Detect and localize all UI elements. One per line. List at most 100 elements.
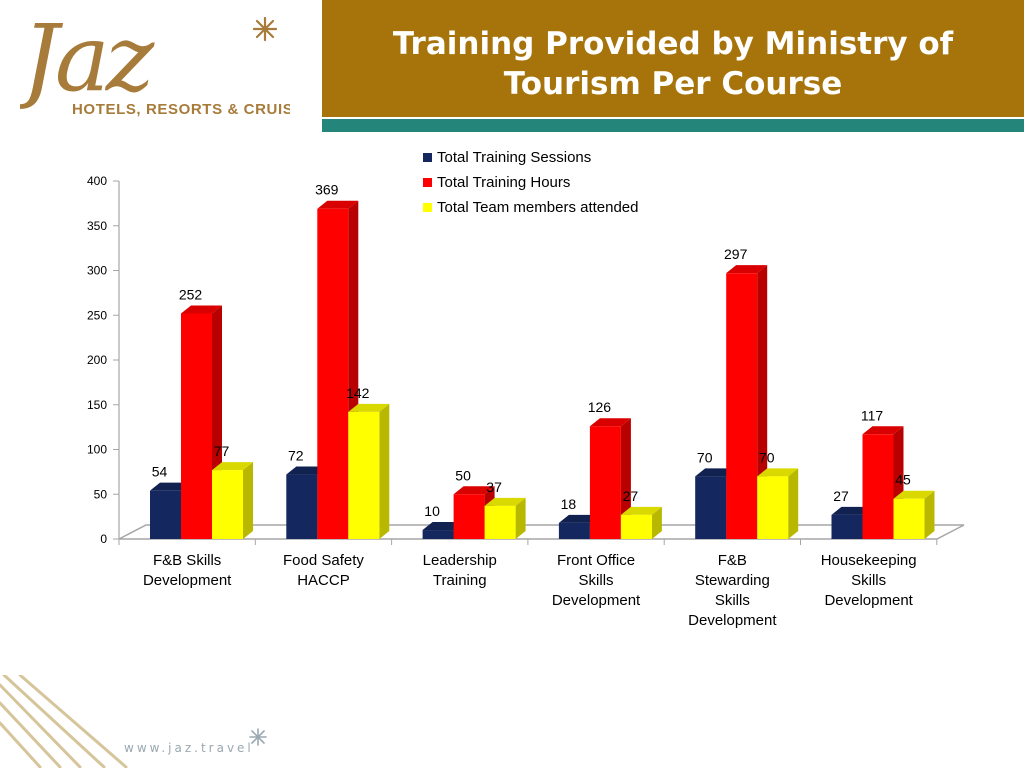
y-tick-label: 0 xyxy=(100,532,107,546)
data-label: 117 xyxy=(861,407,884,423)
bar-front-face xyxy=(558,522,590,539)
bar-front-face xyxy=(181,313,212,539)
data-label: 45 xyxy=(895,472,911,488)
bar-side-face xyxy=(924,490,935,539)
slide-title-line-1: Training Provided by Ministry of xyxy=(392,26,954,62)
data-label: 37 xyxy=(486,479,502,495)
bar-top-face xyxy=(484,497,526,506)
bar-side-face xyxy=(651,506,662,539)
bar-front-face xyxy=(422,530,454,539)
data-label: 77 xyxy=(214,443,230,459)
bar-front-face xyxy=(620,514,652,539)
bar-top-face xyxy=(286,466,328,475)
data-label: 252 xyxy=(179,286,203,302)
bar-3-1 xyxy=(589,418,631,539)
bar-front-face xyxy=(212,470,243,539)
bar-0-2 xyxy=(212,462,253,539)
bar-1-2 xyxy=(348,403,390,539)
data-label: 54 xyxy=(152,464,168,480)
bar-chart-svg: 0 50 100 150 200 250 300 350 400 54 252 77 F&B Skill… xyxy=(87,149,965,629)
legend-entry: Total Training Hours xyxy=(437,174,570,191)
bar-front-face xyxy=(695,476,727,539)
bar-front-face xyxy=(893,498,925,539)
accent-bar xyxy=(322,119,1024,132)
data-label: 369 xyxy=(315,182,339,198)
bar-4-2 xyxy=(757,468,799,539)
bar-side-face xyxy=(788,468,799,539)
bar-top-face xyxy=(317,200,359,209)
footer-decoration xyxy=(0,673,130,769)
bar-front-face xyxy=(484,505,516,539)
bar-3-2 xyxy=(620,506,662,539)
bar-front-face xyxy=(757,476,789,539)
data-label: 27 xyxy=(623,488,639,504)
bar-side-face xyxy=(379,403,390,539)
bar-front-face xyxy=(150,490,181,539)
bar-side-face xyxy=(243,462,253,539)
bar-top-face xyxy=(757,468,799,477)
y-tick-label: 300 xyxy=(87,264,107,278)
bar-top-face xyxy=(181,305,222,314)
bar-top-face xyxy=(893,490,935,499)
data-label: 70 xyxy=(759,449,775,465)
data-label: 297 xyxy=(724,246,748,262)
bar-2-2 xyxy=(484,497,526,539)
legend-entry: Total Team members attended xyxy=(437,199,639,216)
data-label: 126 xyxy=(588,399,612,415)
bar-front-face xyxy=(589,426,621,539)
y-tick-label: 400 xyxy=(87,174,107,188)
bar-front-face xyxy=(726,273,758,539)
bar-top-face xyxy=(150,482,191,491)
bar-chart: 0 50 100 150 200 250 300 350 400 54 252 77 F&B Skill… xyxy=(0,140,1024,660)
legend-swatch xyxy=(423,178,432,187)
bar-top-face xyxy=(589,418,631,427)
bar-side-face xyxy=(515,497,526,539)
bar-front-face xyxy=(286,474,318,539)
legend-swatch xyxy=(423,203,432,212)
data-label: 10 xyxy=(424,503,440,519)
jaz-logo: Jaz HOTELS, RESORTS & CRUISES xyxy=(6,5,314,125)
x-tick-label: Housekeeping Skills Development xyxy=(821,552,917,609)
bar-top-face xyxy=(862,426,904,435)
x-tick-label: Front Office Skills Development xyxy=(552,552,641,609)
data-label: 27 xyxy=(833,488,849,504)
slide-title-line-2: Tourism Per Course xyxy=(503,66,843,102)
x-tick-label: Food Safety HACCP xyxy=(283,552,364,589)
data-label: 50 xyxy=(455,467,471,483)
y-tick-label: 100 xyxy=(87,443,107,457)
data-label: 70 xyxy=(697,449,713,465)
slide-title: Training Provided by Ministry of Tourism… xyxy=(322,24,1024,104)
bar-front-face xyxy=(831,514,863,539)
bar-top-face xyxy=(695,468,737,477)
data-label: 72 xyxy=(288,448,304,464)
bar-top-face xyxy=(726,265,768,274)
legend-entry: Total Training Sessions xyxy=(437,149,591,166)
data-label: 142 xyxy=(346,385,370,401)
x-tick-label: Leadership Training xyxy=(423,552,497,589)
y-tick-label: 50 xyxy=(94,487,108,501)
footer-star-icon xyxy=(249,728,267,746)
title-banner: Training Provided by Ministry of Tourism… xyxy=(322,0,1024,117)
y-tick-label: 200 xyxy=(87,353,107,367)
logo-wordmark: Jaz xyxy=(20,10,155,112)
x-tick-label: F&B Skills Development xyxy=(143,552,232,589)
data-label: 18 xyxy=(561,496,577,512)
logo-tagline: HOTELS, RESORTS & CRUISES xyxy=(72,101,290,118)
bar-top-face xyxy=(558,514,600,523)
bar-front-face xyxy=(348,411,380,539)
bar-top-face xyxy=(422,522,464,531)
bar-top-face xyxy=(348,403,390,412)
bar-top-face xyxy=(831,506,873,515)
bar-front-face xyxy=(453,494,485,539)
bar-front-face xyxy=(317,208,349,539)
bar-front-face xyxy=(862,434,894,539)
y-tick-label: 250 xyxy=(87,308,107,322)
bar-top-face xyxy=(212,462,253,471)
logo-asterisk-icon xyxy=(252,16,278,42)
y-tick-label: 150 xyxy=(87,398,107,412)
bar-top-face xyxy=(620,506,662,515)
bar-5-2 xyxy=(893,490,935,539)
legend-swatch xyxy=(423,153,432,162)
x-tick-label: F&B Stewarding Skills Development xyxy=(688,552,777,629)
bar-top-face xyxy=(453,486,495,495)
